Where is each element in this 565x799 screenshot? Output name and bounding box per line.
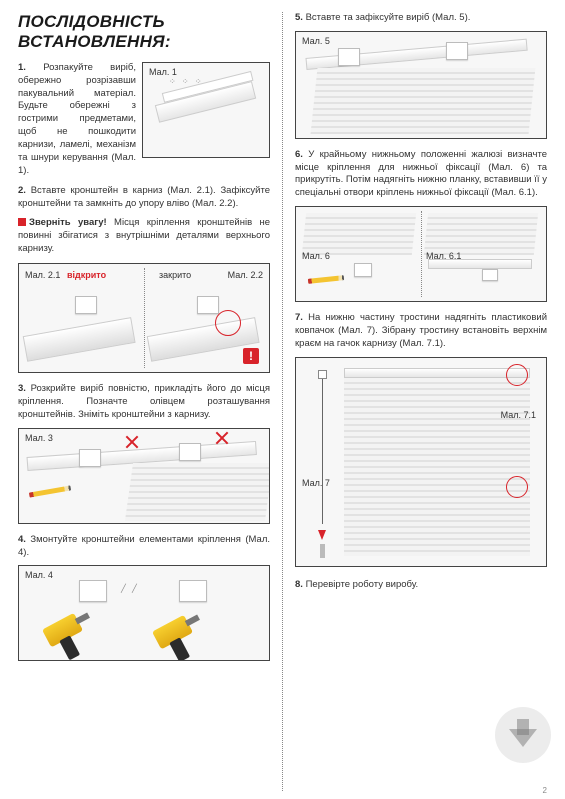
fig4-screws: ╱ ╱ [121,584,139,593]
fig7-slats [344,378,530,556]
figure-1-label: Мал. 1 [149,67,177,77]
fig3-bracket2 [179,443,201,461]
fig3-slats [125,463,270,521]
fig7-cap [320,544,325,558]
fig4-bracket2 [179,580,207,602]
figure-closed-label: закрито [159,270,191,280]
step-8-text: 8. Перевірте роботу виробу. [295,579,547,592]
figure-6: Мал. 6 Мал. 6.1 [295,206,547,302]
fig3-x2-icon [215,431,229,445]
fig7-circle2 [506,476,528,498]
step-1-body: Розпакуйте виріб, обережно розрізавши па… [18,62,136,176]
fig2-divider [144,268,145,368]
fig3-pencil-icon [29,485,71,497]
fig6-pencil-icon [308,275,344,284]
right-column: 5. Вставте та зафіксуйте виріб (Мал. 5).… [283,12,547,791]
fig3-x1-icon [125,435,139,449]
fig1-screws: ⁘ ⁘ ⁘ [169,77,204,86]
figure-22-label: Мал. 2.2 [228,270,263,280]
fig5-slats [311,68,536,134]
figure-21-label: Мал. 2.1 [25,270,60,280]
fig2-exclamation-icon: ! [243,348,259,364]
step-8-body: Перевірте роботу виробу. [306,579,419,590]
fig7-wand [322,374,323,524]
page-title: ПОСЛІДОВНІСТЬ ВСТАНОВЛЕННЯ: [18,12,270,52]
fig7-circle1 [506,364,528,386]
figure-1: Мал. 1 ⁘ ⁘ ⁘ [142,62,270,158]
figure-open-label: відкрито [67,270,106,280]
step-6-num: 6. [295,149,303,160]
fig6-divider [421,211,422,297]
fig6-slats-r [424,213,538,255]
step-2-text: 2. Вставте кронштейн в карниз (Мал. 2.1)… [18,185,270,211]
step-1-text: 1. Розпакуйте виріб, обережно розрізавши… [18,62,136,177]
figure-7-label: Мал. 7 [302,478,330,488]
figure-3-label: Мал. 3 [25,433,53,443]
figure-4-label: Мал. 4 [25,570,53,580]
fig4-drill2-icon [152,610,214,662]
step1-row: 1. Розпакуйте виріб, обережно розрізавши… [18,62,270,177]
step-7-num: 7. [295,312,303,323]
fig6-bracket-r [482,269,498,281]
fig4-bracket1 [79,580,107,602]
step-4-num: 4. [18,534,26,545]
watermark-icon [495,707,551,763]
step-5-num: 5. [295,12,303,23]
page: ПОСЛІДОВНІСТЬ ВСТАНОВЛЕННЯ: 1. Розпакуйт… [0,0,565,799]
figure-7: Мал. 7 Мал. 7.1 [295,357,547,567]
fig5-bracket2 [446,42,468,60]
warning-box: Зверніть увагу! Місця кріплення кронштей… [18,217,270,255]
fig4-drill1-icon [42,608,104,662]
fig7-wand-top [318,370,327,379]
warning-icon [18,218,26,226]
warning-label: Зверніть увагу! [29,217,107,228]
fig2-rail-left [23,317,136,362]
step-1-num: 1. [18,62,26,73]
step-2-num: 2. [18,185,26,196]
page-number: 2 [543,786,547,795]
figure-4: Мал. 4 ╱ ╱ [18,565,270,661]
step-2-body: Вставте кронштейн в карниз (Мал. 2.1). З… [18,185,270,209]
figure-5-label: Мал. 5 [302,36,330,46]
step-6-text: 6. У крайньому нижньому положенні жалюзі… [295,149,547,200]
step-6-body: У крайньому нижньому положенні жалюзі ви… [295,149,547,198]
fig7-tassel-icon [318,530,326,540]
fig3-bracket1 [79,449,101,467]
step-4-text: 4. Змонтуйте кронштейни елементами кріпл… [18,534,270,560]
step-3-body: Розкрийте виріб повністю, прикладіть йог… [18,383,270,420]
fig5-bracket1 [338,48,360,66]
fig6-slats-l [302,213,416,255]
step-3-text: 3. Розкрийте виріб повністю, прикладіть … [18,383,270,421]
step-8-num: 8. [295,579,303,590]
left-column: ПОСЛІДОВНІСТЬ ВСТАНОВЛЕННЯ: 1. Розпакуйт… [18,12,282,791]
figure-3: Мал. 3 [18,428,270,524]
fig2-bracket-right [197,296,219,314]
figure-2: Мал. 2.1 відкрито закрито Мал. 2.2 ! [18,263,270,373]
fig2-bracket-left [75,296,97,314]
figure-71-label: Мал. 7.1 [501,410,536,420]
step-7-body: На нижню частину тростини надягніть плас… [295,312,547,349]
step-5-text: 5. Вставте та зафіксуйте виріб (Мал. 5). [295,12,547,25]
fig6-bracket-l [354,263,372,277]
step-4-body: Змонтуйте кронштейни елементами кріпленн… [18,534,270,558]
figure-6-label: Мал. 6 [302,251,330,261]
figure-5: Мал. 5 [295,31,547,139]
step-3-num: 3. [18,383,26,394]
step-5-body: Вставте та зафіксуйте виріб (Мал. 5). [306,12,471,23]
figure-61-label: Мал. 6.1 [426,251,461,261]
fig7-toprail [344,368,530,378]
step-7-text: 7. На нижню частину тростини надягніть п… [295,312,547,350]
